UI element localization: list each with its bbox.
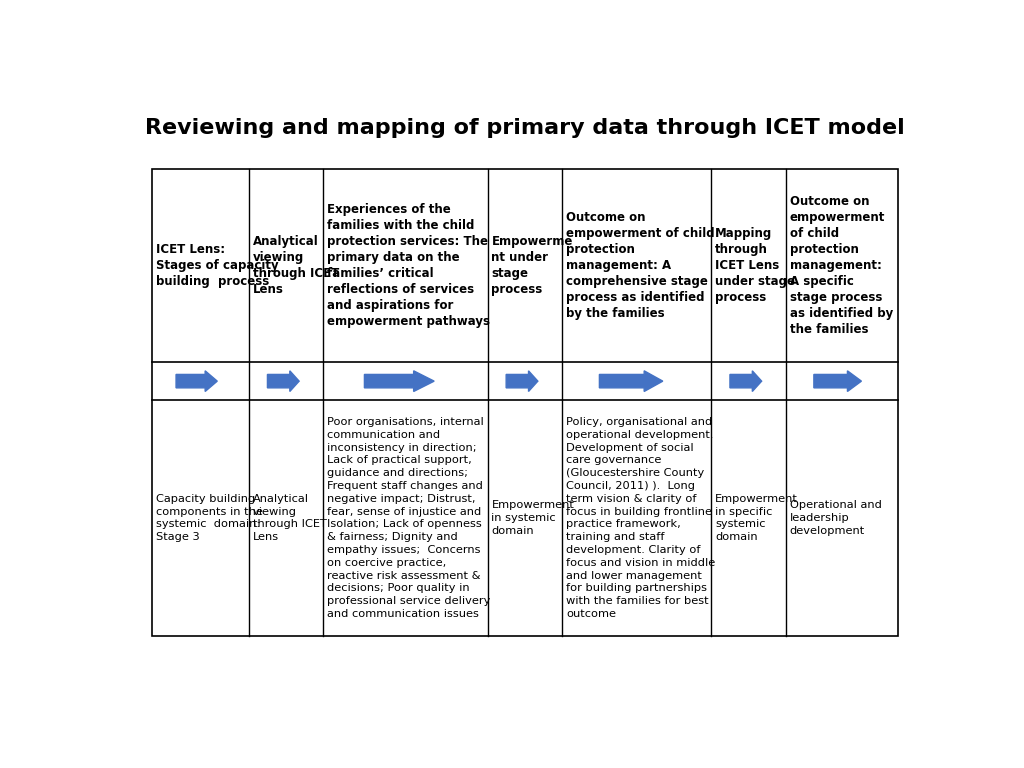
- Text: Outcome on
empowerment of child
protection
management: A
comprehensive stage
pro: Outcome on empowerment of child protecti…: [566, 211, 715, 320]
- Text: ICET Lens:
Stages of capacity
building  process: ICET Lens: Stages of capacity building p…: [156, 243, 279, 288]
- Text: Outcome on
empowerment
of child
protection
management:
A specific
stage process
: Outcome on empowerment of child protecti…: [790, 195, 893, 336]
- FancyArrow shape: [599, 371, 663, 392]
- Text: Operational and
leadership
development: Operational and leadership development: [790, 500, 882, 536]
- Text: Empowerment
in systemic
domain: Empowerment in systemic domain: [492, 500, 574, 536]
- FancyArrow shape: [176, 371, 217, 392]
- Text: Analytical
viewing
through ICET
Lens: Analytical viewing through ICET Lens: [253, 494, 327, 542]
- FancyArrow shape: [730, 371, 762, 392]
- FancyArrow shape: [814, 371, 861, 392]
- FancyArrow shape: [365, 371, 434, 392]
- Text: Reviewing and mapping of primary data through ICET model: Reviewing and mapping of primary data th…: [145, 118, 904, 137]
- Bar: [152, 169, 898, 636]
- Text: Policy, organisational and
operational development.
Development of social
care g: Policy, organisational and operational d…: [566, 417, 716, 619]
- Text: Mapping
through
ICET Lens
under stage
process: Mapping through ICET Lens under stage pr…: [715, 227, 796, 304]
- Text: Experiences of the
families with the child
protection services: The
primary data: Experiences of the families with the chi…: [328, 204, 490, 328]
- Text: Empowerment
in specific
systemic
domain: Empowerment in specific systemic domain: [715, 494, 798, 542]
- FancyArrow shape: [506, 371, 538, 392]
- Text: Poor organisations, internal
communication and
inconsistency in direction;
Lack : Poor organisations, internal communicati…: [328, 417, 490, 619]
- Text: Capacity building
components in the
systemic  domain:
Stage 3: Capacity building components in the syst…: [156, 494, 262, 542]
- Text: Analytical
viewing
through ICET
Lens: Analytical viewing through ICET Lens: [253, 235, 339, 296]
- Text: Empowerme
nt under
stage
process: Empowerme nt under stage process: [492, 235, 572, 296]
- FancyArrow shape: [267, 371, 299, 392]
